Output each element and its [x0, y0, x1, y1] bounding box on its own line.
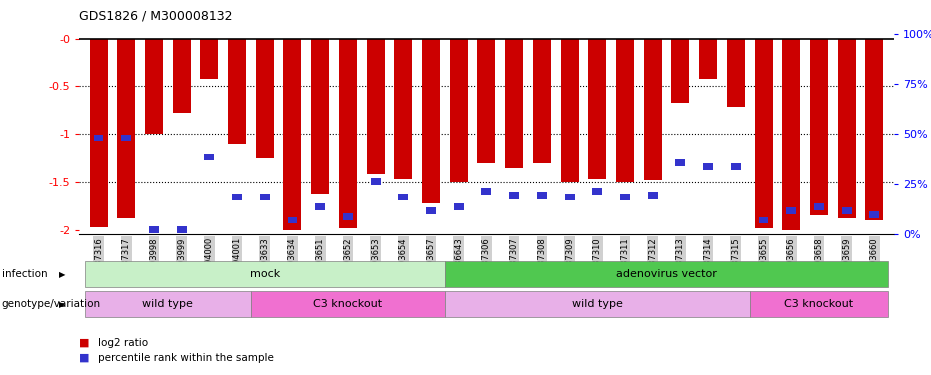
- Bar: [426, 207, 436, 214]
- Bar: [699, 39, 717, 79]
- Bar: [172, 39, 191, 113]
- Bar: [478, 39, 495, 163]
- Bar: [506, 39, 523, 168]
- Bar: [232, 194, 242, 201]
- Text: wild type: wild type: [572, 299, 623, 309]
- Bar: [450, 39, 467, 182]
- Bar: [205, 154, 214, 160]
- Bar: [149, 226, 159, 233]
- Bar: [838, 39, 856, 218]
- Bar: [870, 211, 879, 217]
- Bar: [288, 217, 297, 223]
- Bar: [537, 192, 546, 198]
- Text: percentile rank within the sample: percentile rank within the sample: [98, 353, 274, 363]
- Bar: [371, 178, 381, 185]
- Bar: [343, 213, 353, 220]
- Bar: [782, 39, 801, 230]
- Bar: [759, 217, 768, 223]
- Bar: [256, 39, 274, 158]
- Bar: [865, 39, 884, 220]
- Bar: [339, 39, 357, 228]
- Bar: [422, 39, 440, 203]
- Bar: [177, 226, 186, 233]
- Text: ▶: ▶: [59, 300, 65, 309]
- Bar: [395, 39, 412, 179]
- Bar: [311, 39, 330, 194]
- Bar: [145, 39, 163, 134]
- Text: C3 knockout: C3 knockout: [314, 299, 383, 309]
- Bar: [592, 188, 602, 195]
- Bar: [398, 194, 409, 201]
- Text: ■: ■: [79, 338, 89, 348]
- Bar: [676, 159, 685, 166]
- Bar: [316, 203, 325, 210]
- Text: ■: ■: [79, 353, 89, 363]
- Bar: [117, 39, 135, 218]
- Bar: [283, 39, 302, 230]
- Bar: [509, 192, 519, 198]
- Bar: [560, 39, 578, 182]
- Bar: [754, 39, 773, 228]
- Text: infection: infection: [2, 269, 47, 279]
- Bar: [643, 39, 662, 180]
- Bar: [94, 135, 103, 141]
- Bar: [727, 39, 745, 107]
- Bar: [620, 194, 630, 201]
- Bar: [842, 207, 852, 214]
- Text: wild type: wild type: [142, 299, 194, 309]
- Text: genotype/variation: genotype/variation: [2, 299, 101, 309]
- Text: mock: mock: [250, 269, 280, 279]
- Bar: [121, 135, 131, 141]
- Text: log2 ratio: log2 ratio: [98, 338, 148, 348]
- Bar: [703, 163, 713, 170]
- Text: C3 knockout: C3 knockout: [785, 299, 854, 309]
- Bar: [671, 39, 690, 104]
- Bar: [731, 163, 741, 170]
- Bar: [260, 194, 270, 201]
- Bar: [814, 203, 824, 210]
- Bar: [533, 39, 551, 163]
- Bar: [367, 39, 385, 174]
- Bar: [616, 39, 634, 182]
- Bar: [648, 192, 657, 198]
- Bar: [200, 39, 219, 79]
- Bar: [89, 39, 108, 227]
- Bar: [481, 188, 492, 195]
- Bar: [453, 203, 464, 210]
- Bar: [588, 39, 606, 179]
- Text: ▶: ▶: [59, 270, 65, 279]
- Bar: [228, 39, 246, 144]
- Bar: [787, 207, 796, 214]
- Text: adenovirus vector: adenovirus vector: [616, 269, 717, 279]
- Text: GDS1826 / M300008132: GDS1826 / M300008132: [79, 9, 233, 22]
- Bar: [564, 194, 574, 201]
- Bar: [810, 39, 828, 215]
